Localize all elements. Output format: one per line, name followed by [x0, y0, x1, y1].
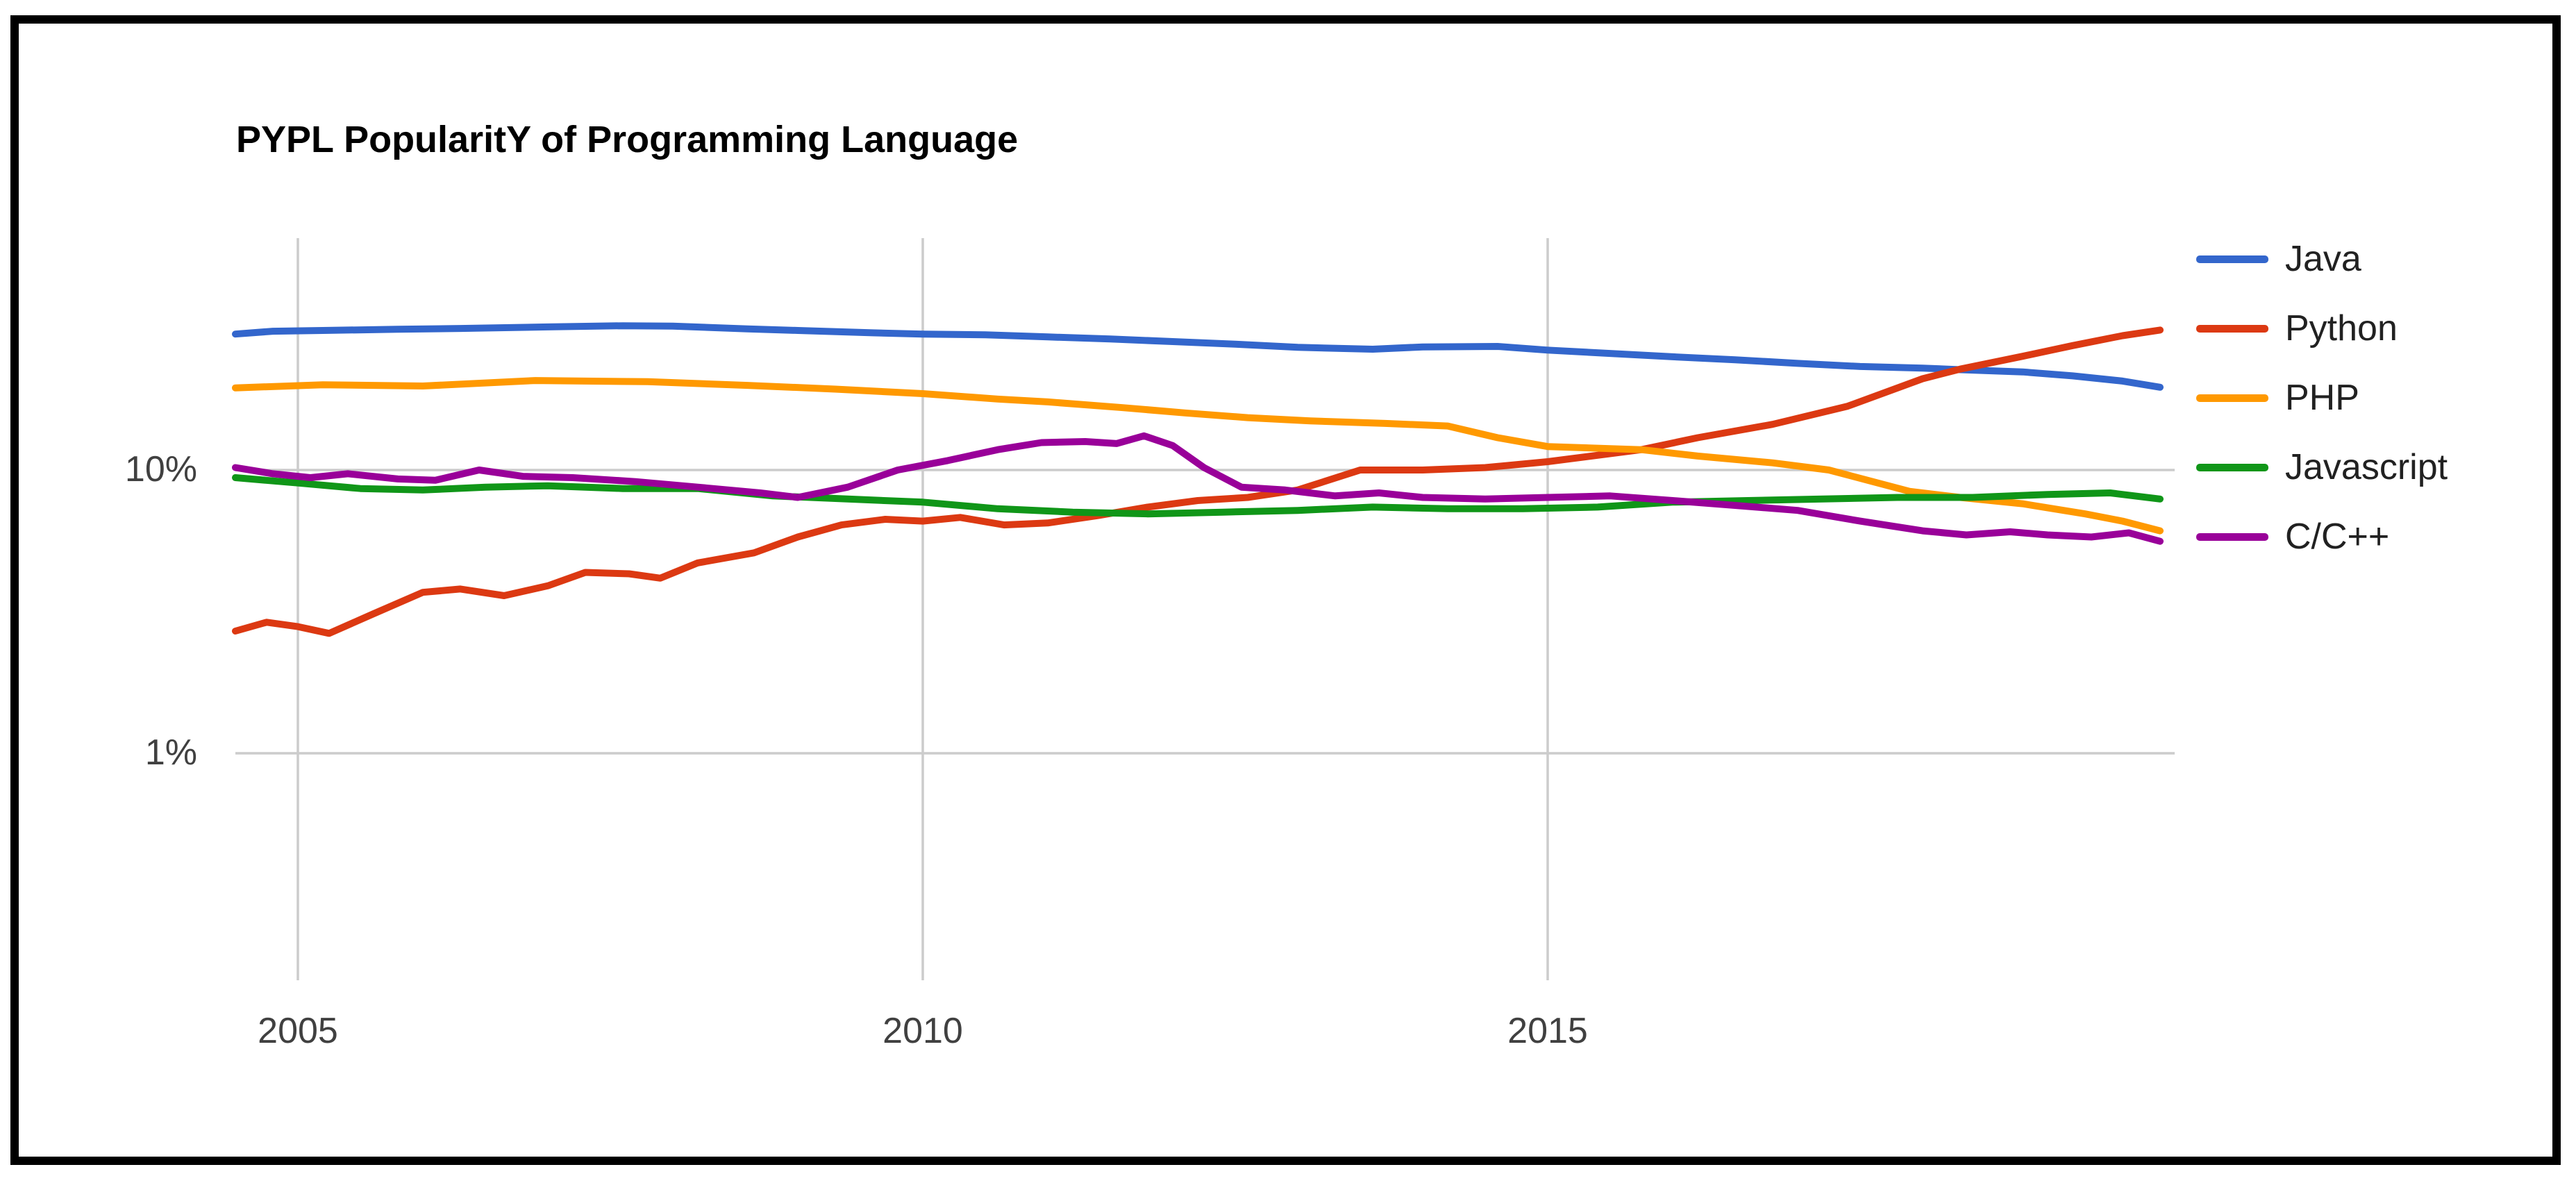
series-line-php	[232, 377, 2164, 535]
legend-item-php: PHP	[2196, 373, 2359, 423]
legend-swatch-python	[2196, 324, 2268, 333]
x-tick-label-2015: 2015	[1507, 1011, 1588, 1051]
series-line-java	[232, 322, 2164, 391]
legend-swatch-c-c-	[2196, 532, 2268, 541]
legend-label-php: PHP	[2285, 378, 2359, 418]
legend-swatch-php	[2196, 394, 2268, 402]
legend-label-javascript: Javascript	[2285, 447, 2448, 487]
legend-item-java: Java	[2196, 234, 2361, 284]
series-line-javascript	[232, 474, 2164, 518]
series-line-python	[232, 326, 2164, 637]
y-tick-label-10pct: 10%	[124, 449, 197, 489]
series-line-c-c-	[232, 432, 2164, 545]
y-tick-label-1pct: 1%	[144, 732, 197, 773]
legend-item-python: Python	[2196, 303, 2398, 353]
x-tick-label-2010: 2010	[883, 1011, 963, 1051]
legend-item-javascript: Javascript	[2196, 442, 2448, 492]
chart-title: PYPL PopularitY of Programming Language	[236, 119, 1019, 160]
legend-label-java: Java	[2285, 239, 2361, 279]
legend-item-c-c-: C/C++	[2196, 512, 2389, 562]
x-tick-label-2005: 2005	[258, 1011, 338, 1051]
legend-swatch-javascript	[2196, 463, 2268, 471]
legend-label-python: Python	[2285, 308, 2398, 349]
legend-label-c-c-: C/C++	[2285, 517, 2390, 557]
legend-swatch-java	[2196, 255, 2268, 263]
